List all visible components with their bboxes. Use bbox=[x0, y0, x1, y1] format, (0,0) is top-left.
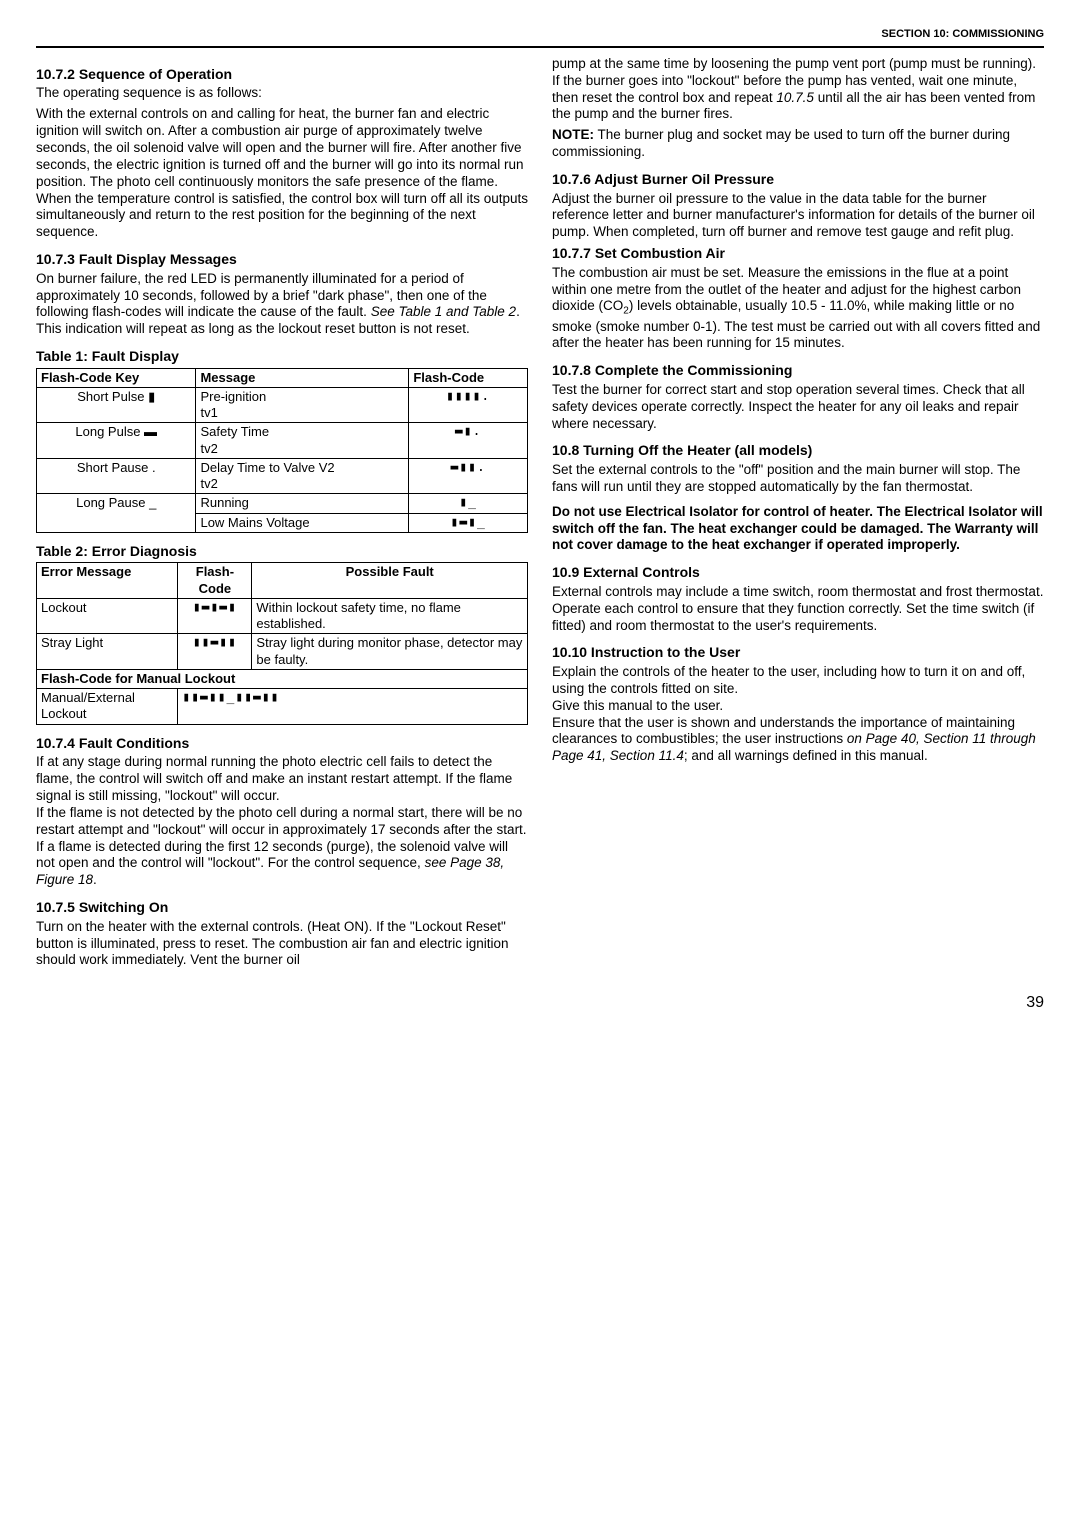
table-cell: Long Pulse ▬ bbox=[37, 423, 196, 459]
page-header: SECTION 10: COMMISSIONING bbox=[36, 28, 1044, 48]
body-text: With the external controls on and callin… bbox=[36, 106, 528, 241]
table-subheader-row: Flash-Code for Manual Lockout bbox=[37, 669, 528, 688]
table-cell: ▮▬▮_ bbox=[409, 513, 528, 532]
body-text: On burner failure, the red LED is perman… bbox=[36, 271, 528, 339]
note-text: NOTE: The burner plug and socket may be … bbox=[552, 127, 1044, 161]
heading-1072: 10.7.2 Sequence of Operation bbox=[36, 66, 528, 84]
heading-1078: 10.7.8 Complete the Commissioning bbox=[552, 362, 1044, 380]
table-cell: Low Mains Voltage bbox=[196, 513, 409, 532]
table-header: Possible Fault bbox=[252, 563, 528, 599]
right-column: pump at the same time by loosening the p… bbox=[552, 56, 1044, 974]
body-text: pump at the same time by loosening the p… bbox=[552, 56, 1044, 124]
body-text: Give this manual to the user. bbox=[552, 698, 1044, 715]
table-header: Flash-Code bbox=[178, 563, 252, 599]
body-text: If a flame is detected during the first … bbox=[36, 839, 528, 890]
table-header: Message bbox=[196, 368, 409, 387]
table-cell: ▮▮▬▮▮ bbox=[178, 634, 252, 670]
table-cell: ▮▮▮▮. bbox=[409, 387, 528, 423]
table-row: Stray Light ▮▮▬▮▮ Stray light during mon… bbox=[37, 634, 528, 670]
table-cell: Safety Time tv2 bbox=[196, 423, 409, 459]
table-header-row: Flash-Code Key Message Flash-Code bbox=[37, 368, 528, 387]
body-text: The combustion air must be set. Measure … bbox=[552, 265, 1044, 353]
body-text: Turn on the heater with the external con… bbox=[36, 919, 528, 970]
heading-108: 10.8 Turning Off the Heater (all models) bbox=[552, 442, 1044, 460]
table-row: Long Pause _ Running ▮_ bbox=[37, 494, 528, 513]
table-cell: Short Pause . bbox=[37, 458, 196, 494]
table-row: Long Pulse ▬ Safety Time tv2 ▬▮. bbox=[37, 423, 528, 459]
body-text: If at any stage during normal running th… bbox=[36, 754, 528, 805]
heading-109: 10.9 External Controls bbox=[552, 564, 1044, 582]
warning-text: Do not use Electrical Isolator for contr… bbox=[552, 504, 1044, 555]
heading-1073: 10.7.3 Fault Display Messages bbox=[36, 251, 528, 269]
table-cell: Pre-ignition tv1 bbox=[196, 387, 409, 423]
body-text: External controls may include a time swi… bbox=[552, 584, 1044, 635]
table-cell: Manual/External Lockout bbox=[37, 689, 178, 725]
table-cell: ▬▮▮. bbox=[409, 458, 528, 494]
table1-title: Table 1: Fault Display bbox=[36, 348, 528, 366]
content-columns: 10.7.2 Sequence of Operation The operati… bbox=[36, 56, 1044, 974]
left-column: 10.7.2 Sequence of Operation The operati… bbox=[36, 56, 528, 974]
body-text: Adjust the burner oil pressure to the va… bbox=[552, 191, 1044, 242]
table2-title: Table 2: Error Diagnosis bbox=[36, 543, 528, 561]
table-header: Flash-Code Key bbox=[37, 368, 196, 387]
body-text: The operating sequence is as follows: bbox=[36, 85, 528, 102]
table-cell: ▮_ bbox=[409, 494, 528, 513]
body-text: If the flame is not detected by the phot… bbox=[36, 805, 528, 839]
table-row: Manual/External Lockout ▮▮▬▮▮_▮▮▬▮▮ bbox=[37, 689, 528, 725]
table-cell: ▮▮▬▮▮_▮▮▬▮▮ bbox=[178, 689, 528, 725]
heading-1077: 10.7.7 Set Combustion Air bbox=[552, 245, 1044, 263]
table-row: Lockout ▮▬▮▬▮ Within lockout safety time… bbox=[37, 598, 528, 634]
heading-1076: 10.7.6 Adjust Burner Oil Pressure bbox=[552, 171, 1044, 189]
heading-1074: 10.7.4 Fault Conditions bbox=[36, 735, 528, 753]
table-header: Flash-Code bbox=[409, 368, 528, 387]
table-cell: Long Pause _ bbox=[37, 494, 196, 533]
table-cell: ▮▬▮▬▮ bbox=[178, 598, 252, 634]
table-subheader: Flash-Code for Manual Lockout bbox=[37, 669, 528, 688]
table-cell: Short Pulse ▮ bbox=[37, 387, 196, 423]
table-row: Short Pause . Delay Time to Valve V2 tv2… bbox=[37, 458, 528, 494]
table-cell: Lockout bbox=[37, 598, 178, 634]
body-text: Explain the controls of the heater to th… bbox=[552, 664, 1044, 698]
table-cell: ▬▮. bbox=[409, 423, 528, 459]
body-text: Test the burner for correct start and st… bbox=[552, 382, 1044, 433]
error-diagnosis-table: Error Message Flash-Code Possible Fault … bbox=[36, 562, 528, 724]
heading-1075: 10.7.5 Switching On bbox=[36, 899, 528, 917]
table-cell: Within lockout safety time, no flame est… bbox=[252, 598, 528, 634]
body-text: Ensure that the user is shown and unders… bbox=[552, 715, 1044, 766]
page-number: 39 bbox=[36, 993, 1044, 1013]
section-label: SECTION 10: COMMISSIONING bbox=[881, 28, 1044, 40]
table-header-row: Error Message Flash-Code Possible Fault bbox=[37, 563, 528, 599]
heading-1010: 10.10 Instruction to the User bbox=[552, 644, 1044, 662]
table-cell: Stray light during monitor phase, detect… bbox=[252, 634, 528, 670]
table-header: Error Message bbox=[37, 563, 178, 599]
table-cell: Running bbox=[196, 494, 409, 513]
body-text: Set the external controls to the "off" p… bbox=[552, 462, 1044, 496]
table-cell: Stray Light bbox=[37, 634, 178, 670]
table-cell: Delay Time to Valve V2 tv2 bbox=[196, 458, 409, 494]
fault-display-table: Flash-Code Key Message Flash-Code Short … bbox=[36, 368, 528, 533]
table-row: Short Pulse ▮ Pre-ignition tv1 ▮▮▮▮. bbox=[37, 387, 528, 423]
